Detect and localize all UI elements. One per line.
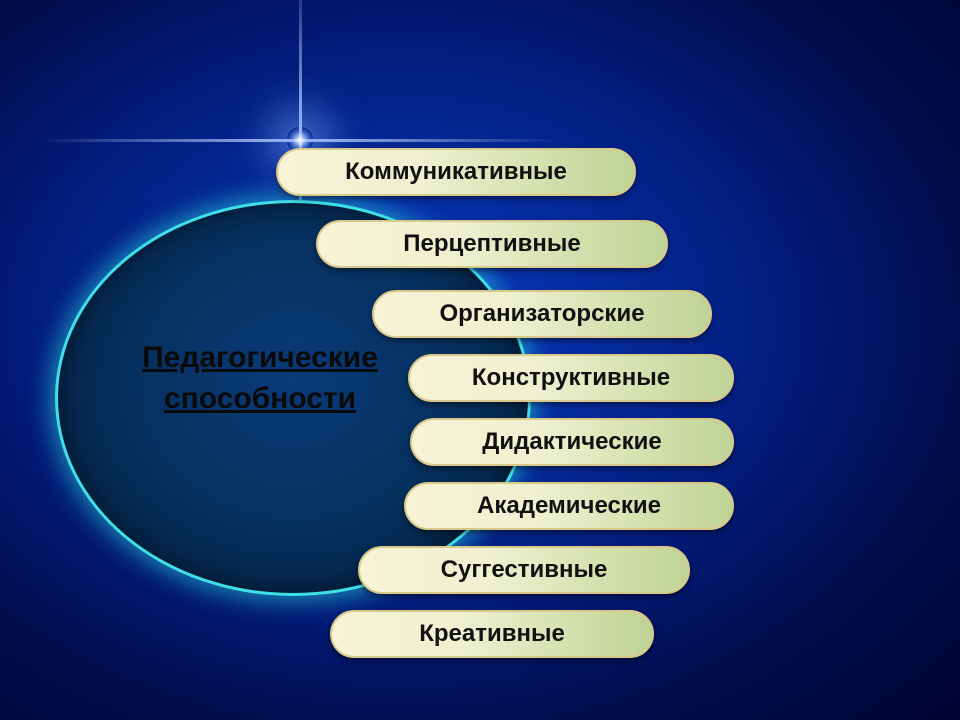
ability-pill: Дидактические: [410, 418, 734, 466]
ability-pill: Академические: [404, 482, 734, 530]
ability-pill: Организаторские: [372, 290, 712, 338]
ability-pill: Креативные: [330, 610, 654, 658]
ability-pill: Суггестивные: [358, 546, 690, 594]
ability-pill: Конструктивные: [408, 354, 734, 402]
center-title-line2: способности: [164, 382, 356, 415]
center-title: Педагогические способности: [95, 338, 425, 419]
center-title-line1: Педагогические: [142, 341, 378, 374]
ability-pill: Коммуникативные: [276, 148, 636, 196]
slide-stage: Педагогические способности Коммуникативн…: [0, 0, 960, 720]
ability-pill: Перцептивные: [316, 220, 668, 268]
